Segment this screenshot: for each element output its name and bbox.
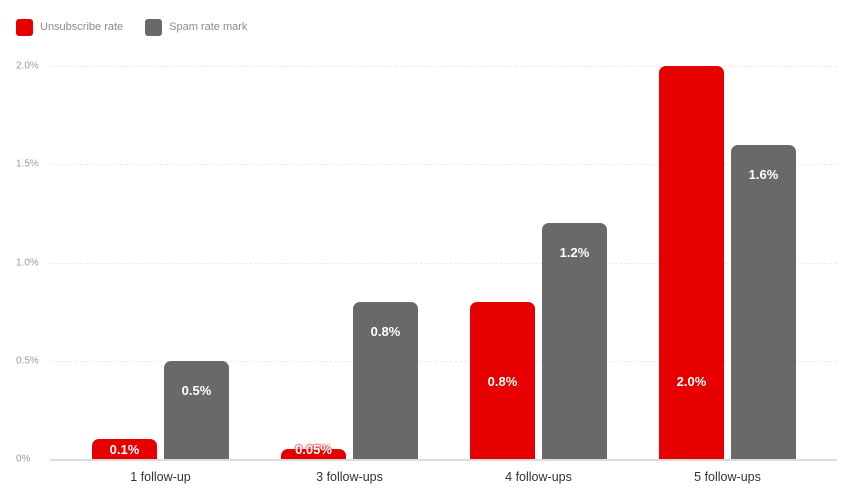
bar-value-label: 0.5% (181, 382, 212, 398)
x-tick-label: 1 follow-up (130, 470, 191, 484)
legend-label: Spam rate mark (169, 21, 248, 33)
bar-value-label: 1.6% (748, 166, 779, 182)
y-tick-label: 1.0% (16, 257, 39, 269)
bar-value-label: 0.8% (487, 373, 518, 389)
bar-value-label: 0.8% (370, 323, 401, 339)
legend-item-spam-rate-mark[interactable]: Spam rate mark (145, 18, 248, 36)
gridline (50, 361, 837, 362)
x-tick-label: 4 follow-ups (505, 470, 572, 484)
bar-spam-3[interactable]: 1.2% (542, 223, 607, 459)
y-tick-label: 2.0% (16, 60, 39, 72)
gridline (50, 164, 837, 165)
bar-unsubscribe-1[interactable]: 0.1% (92, 439, 157, 459)
legend-swatch-spam (145, 18, 163, 36)
y-tick-label: 1.5% (16, 158, 39, 170)
bar-value-label: 1.2% (559, 245, 590, 261)
gridline (50, 263, 837, 264)
x-axis-line (50, 459, 837, 461)
gridline (50, 66, 837, 67)
x-tick-label: 3 follow-ups (316, 470, 383, 484)
bar-unsubscribe-3[interactable]: 0.8% (470, 301, 535, 459)
legend-item-unsubscribe-rate[interactable]: Unsubscribe rate (16, 18, 124, 36)
y-tick-label: 0.5% (16, 355, 39, 367)
y-tick-label: 0% (16, 453, 31, 465)
bar-value-label: 0.05% (295, 442, 332, 457)
bar-spam-4[interactable]: 1.6% (731, 144, 796, 459)
chart-legend: Unsubscribe rate Spam rate mark (16, 18, 269, 36)
legend-swatch-unsubscribe (16, 18, 33, 36)
legend-label: Unsubscribe rate (40, 21, 124, 33)
bar-unsubscribe-2[interactable]: 0.05% (281, 442, 346, 459)
x-tick-label: 5 follow-ups (694, 470, 761, 484)
bar-value-label: 2.0% (676, 374, 707, 389)
bar-value-label: 0.1% (109, 441, 140, 457)
bar-spam-1[interactable]: 0.5% (164, 360, 229, 459)
bar-unsubscribe-4[interactable]: 2.0% (659, 66, 724, 459)
bar-spam-2[interactable]: 0.8% (353, 301, 418, 459)
